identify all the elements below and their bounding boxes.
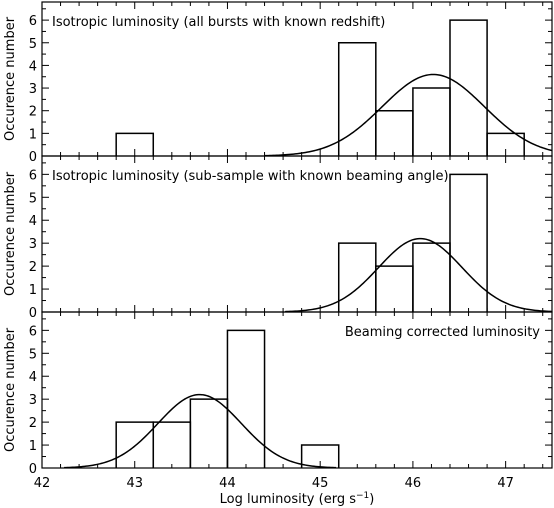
x-tick-label-42: 42 [34,476,51,491]
panel-2-ytick-label-5: 5 [29,191,37,206]
panel-1-ytick-label-2: 2 [29,105,37,120]
panel-3-ytick-label-2: 2 [29,416,37,431]
panel-2-ytick-label-2: 2 [29,260,37,275]
panel-3-ytick-label-1: 1 [29,439,37,454]
panel-2-bar-4 [449,173,488,312]
panel-3-title: Beaming corrected luminosity [345,325,540,340]
panel-2-ytick-label-1: 1 [29,283,37,298]
panel-3-bar-4 [226,329,266,468]
x-tick-label-45: 45 [312,476,329,491]
panel-1-bar-5 [449,19,488,156]
x-tick-label-44: 44 [219,476,236,491]
panel-1-title: Isotropic luminosity (all bursts with kn… [52,15,385,30]
panel-1-bar-1 [115,132,155,156]
panel-2-y-axis-label: Occurence number [3,171,18,296]
panel-2-title: Isotropic luminosity (sub-sample with kn… [52,169,449,184]
panel-2-gaussian-fit-curve [285,237,553,313]
x-tick-label-47: 47 [497,476,514,491]
panel-3-ytick-label-6: 6 [29,324,37,339]
x-tick-label-46: 46 [405,476,422,491]
panel-3-ytick-label-0: 0 [29,462,37,477]
panel-1-ytick-label-5: 5 [29,37,37,52]
panel-1-ytick-label-1: 1 [29,127,37,142]
x-axis-label-main: Log luminosity (erg s [220,492,357,507]
panel-3-bar-5 [300,444,340,468]
x-axis-label-suffix: ) [369,492,374,507]
panel-1-y-axis-label: Occurence number [3,16,18,141]
panel-3-y-axis-label: Occurence number [3,327,18,452]
panel-1-bar-6 [486,132,525,156]
panel-2-bar-2 [375,265,414,312]
panel-3-gaussian-fit-curve [64,393,337,469]
panel-2-ytick-label-3: 3 [29,237,37,252]
panel-1-ytick-label-3: 3 [29,82,37,97]
panel-1-gaussian-fit-curve [264,73,553,157]
panel-2-ytick-label-6: 6 [29,168,37,183]
panel-1-bar-3 [375,109,414,156]
panel-3-ytick-label-4: 4 [29,370,37,385]
panel-2-bar-1 [337,242,377,312]
panel-1-bar-4 [412,87,451,156]
panel-3-ytick-label-3: 3 [29,393,37,408]
panel-1-ytick-label-0: 0 [29,150,37,165]
panel-1-ytick-label-6: 6 [29,14,37,29]
panel-3-frame [41,311,553,469]
panel-3-bar-3 [189,398,229,468]
x-axis-label-superscript: −1 [356,491,369,501]
panel-3-ytick-label-5: 5 [29,347,37,362]
panel-2-ytick-label-4: 4 [29,214,37,229]
panel-1-ytick-label-4: 4 [29,59,37,74]
panel-2-bar-3 [412,242,451,312]
x-tick-label-43: 43 [126,476,143,491]
panel-2-ytick-label-0: 0 [29,306,37,321]
panel-3-bar-2 [152,421,192,468]
panel-1-bar-2 [337,42,377,156]
x-axis-label: Log luminosity (erg s−1) [220,491,375,507]
